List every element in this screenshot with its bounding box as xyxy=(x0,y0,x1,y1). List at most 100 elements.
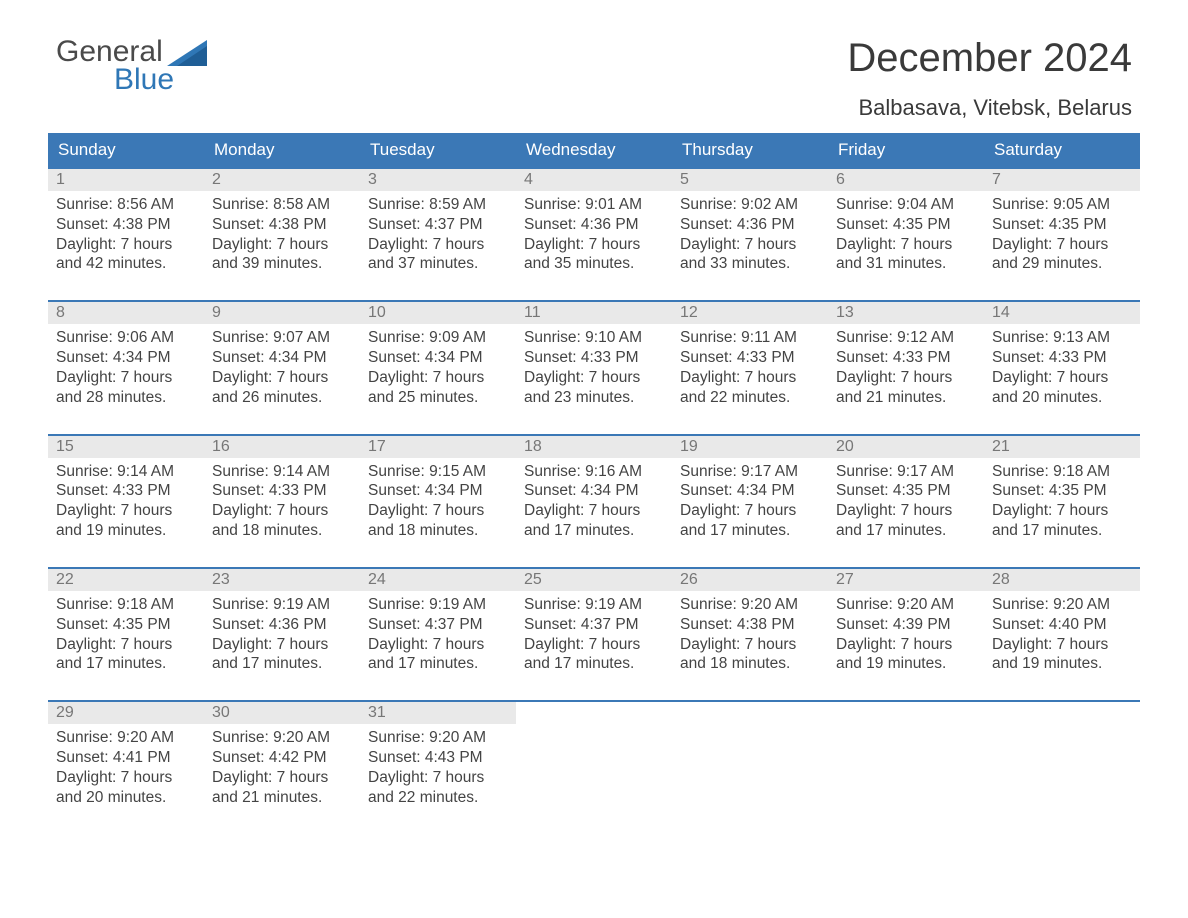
day-number: 9 xyxy=(204,302,360,324)
sunrise-line: Sunrise: 9:02 AM xyxy=(680,195,820,215)
sunrise-line: Sunrise: 9:20 AM xyxy=(368,728,508,748)
col-tuesday: Tuesday xyxy=(360,133,516,167)
day-cell: 11Sunrise: 9:10 AMSunset: 4:33 PMDayligh… xyxy=(516,300,672,415)
sunrise-line: Sunrise: 8:58 AM xyxy=(212,195,352,215)
day-number: 19 xyxy=(672,436,828,458)
daylight-line-2: and 20 minutes. xyxy=(992,388,1132,408)
day-cell xyxy=(672,700,828,815)
sunrise-line: Sunrise: 9:13 AM xyxy=(992,328,1132,348)
day-details: Sunrise: 9:13 AMSunset: 4:33 PMDaylight:… xyxy=(984,324,1140,415)
day-number: 13 xyxy=(828,302,984,324)
sunrise-line: Sunrise: 9:20 AM xyxy=(212,728,352,748)
daylight-line-1: Daylight: 7 hours xyxy=(680,235,820,255)
daylight-line-1: Daylight: 7 hours xyxy=(836,368,976,388)
calendar-body: 1Sunrise: 8:56 AMSunset: 4:38 PMDaylight… xyxy=(48,167,1140,816)
sunset-line: Sunset: 4:34 PM xyxy=(524,481,664,501)
daylight-line-2: and 22 minutes. xyxy=(368,788,508,808)
day-details: Sunrise: 9:10 AMSunset: 4:33 PMDaylight:… xyxy=(516,324,672,415)
day-number: 31 xyxy=(360,702,516,724)
sunset-line: Sunset: 4:33 PM xyxy=(680,348,820,368)
day-cell: 27Sunrise: 9:20 AMSunset: 4:39 PMDayligh… xyxy=(828,567,984,682)
day-details: Sunrise: 9:19 AMSunset: 4:36 PMDaylight:… xyxy=(204,591,360,682)
flag-icon xyxy=(167,40,207,66)
day-cell: 21Sunrise: 9:18 AMSunset: 4:35 PMDayligh… xyxy=(984,434,1140,549)
col-saturday: Saturday xyxy=(984,133,1140,167)
day-number: 8 xyxy=(48,302,204,324)
sunrise-line: Sunrise: 9:20 AM xyxy=(992,595,1132,615)
day-number: 26 xyxy=(672,569,828,591)
sunrise-line: Sunrise: 8:59 AM xyxy=(368,195,508,215)
daylight-line-2: and 42 minutes. xyxy=(56,254,196,274)
daylight-line-1: Daylight: 7 hours xyxy=(680,501,820,521)
day-cell: 30 Sunrise: 9:20 AMSunset: 4:42 PMDayligh… xyxy=(204,700,360,815)
day-cell xyxy=(828,700,984,815)
day-number: 14 xyxy=(984,302,1140,324)
daylight-line-2: and 17 minutes. xyxy=(368,654,508,674)
day-cell: 17Sunrise: 9:15 AMSunset: 4:34 PMDayligh… xyxy=(360,434,516,549)
daylight-line-1: Daylight: 7 hours xyxy=(680,635,820,655)
day-cell: 19Sunrise: 9:17 AMSunset: 4:34 PMDayligh… xyxy=(672,434,828,549)
sunset-line: Sunset: 4:37 PM xyxy=(524,615,664,635)
sunset-line: Sunset: 4:33 PM xyxy=(836,348,976,368)
day-details: Sunrise: 9:14 AMSunset: 4:33 PMDaylight:… xyxy=(204,458,360,549)
day-details: Sunrise: 9:20 AMSunset: 4:40 PMDaylight:… xyxy=(984,591,1140,682)
sunrise-line: Sunrise: 9:19 AM xyxy=(368,595,508,615)
day-number: 28 xyxy=(984,569,1140,591)
day-details: Sunrise: 8:56 AMSunset: 4:38 PMDaylight:… xyxy=(48,191,204,282)
col-friday: Friday xyxy=(828,133,984,167)
sunset-line: Sunset: 4:42 PM xyxy=(212,748,352,768)
page-header: General Blue December 2024 Balbasava, Vi… xyxy=(48,36,1140,121)
day-details: Sunrise: 8:59 AMSunset: 4:37 PMDaylight:… xyxy=(360,191,516,282)
day-number: 23 xyxy=(204,569,360,591)
day-number: 20 xyxy=(828,436,984,458)
title-block: December 2024 Balbasava, Vitebsk, Belaru… xyxy=(847,36,1132,121)
day-number: 3 xyxy=(360,169,516,191)
sunrise-line: Sunrise: 9:01 AM xyxy=(524,195,664,215)
week-row: 29Sunrise: 9:20 AMSunset: 4:41 PMDayligh… xyxy=(48,700,1140,815)
sunset-line: Sunset: 4:33 PM xyxy=(212,481,352,501)
daylight-line-2: and 25 minutes. xyxy=(368,388,508,408)
col-thursday: Thursday xyxy=(672,133,828,167)
daylight-line-2: and 18 minutes. xyxy=(212,521,352,541)
daylight-line-1: Daylight: 7 hours xyxy=(992,235,1132,255)
week-spacer xyxy=(48,682,1140,700)
week-row: 15Sunrise: 9:14 AMSunset: 4:33 PMDayligh… xyxy=(48,434,1140,549)
daylight-line-2: and 29 minutes. xyxy=(992,254,1132,274)
sunset-line: Sunset: 4:39 PM xyxy=(836,615,976,635)
day-cell: 1Sunrise: 8:56 AMSunset: 4:38 PMDaylight… xyxy=(48,167,204,282)
weekday-header-row: Sunday Monday Tuesday Wednesday Thursday… xyxy=(48,133,1140,167)
daylight-line-2: and 21 minutes. xyxy=(836,388,976,408)
sunrise-line: Sunrise: 9:17 AM xyxy=(836,462,976,482)
daylight-line-2: and 37 minutes. xyxy=(368,254,508,274)
daylight-line-2: and 19 minutes. xyxy=(992,654,1132,674)
day-number: 2 xyxy=(204,169,360,191)
day-cell: 10Sunrise: 9:09 AMSunset: 4:34 PMDayligh… xyxy=(360,300,516,415)
day-details: Sunrise: 9:02 AMSunset: 4:36 PMDaylight:… xyxy=(672,191,828,282)
daylight-line-1: Daylight: 7 hours xyxy=(680,368,820,388)
daylight-line-1: Daylight: 7 hours xyxy=(56,235,196,255)
sunrise-line: Sunrise: 9:18 AM xyxy=(992,462,1132,482)
day-details: Sunrise: 9:05 AMSunset: 4:35 PMDaylight:… xyxy=(984,191,1140,282)
day-cell: 29Sunrise: 9:20 AMSunset: 4:41 PMDayligh… xyxy=(48,700,204,815)
sunrise-line: Sunrise: 9:17 AM xyxy=(680,462,820,482)
day-cell: 7Sunrise: 9:05 AMSunset: 4:35 PMDaylight… xyxy=(984,167,1140,282)
day-number: 17 xyxy=(360,436,516,458)
daylight-line-1: Daylight: 7 hours xyxy=(992,368,1132,388)
day-number: 12 xyxy=(672,302,828,324)
daylight-line-1: Daylight: 7 hours xyxy=(212,768,352,788)
daylight-line-1: Daylight: 7 hours xyxy=(992,635,1132,655)
daylight-line-1: Daylight: 7 hours xyxy=(212,368,352,388)
day-cell: 26Sunrise: 9:20 AMSunset: 4:38 PMDayligh… xyxy=(672,567,828,682)
day-number: 30 xyxy=(204,702,360,724)
week-row: 1Sunrise: 8:56 AMSunset: 4:38 PMDaylight… xyxy=(48,167,1140,282)
day-details: Sunrise: 9:17 AMSunset: 4:35 PMDaylight:… xyxy=(828,458,984,549)
sunset-line: Sunset: 4:36 PM xyxy=(212,615,352,635)
day-cell: 16Sunrise: 9:14 AMSunset: 4:33 PMDayligh… xyxy=(204,434,360,549)
day-cell xyxy=(984,700,1140,815)
day-number: 25 xyxy=(516,569,672,591)
day-cell: 5Sunrise: 9:02 AMSunset: 4:36 PMDaylight… xyxy=(672,167,828,282)
daylight-line-2: and 28 minutes. xyxy=(56,388,196,408)
daylight-line-1: Daylight: 7 hours xyxy=(56,635,196,655)
day-cell: 15Sunrise: 9:14 AMSunset: 4:33 PMDayligh… xyxy=(48,434,204,549)
day-details: Sunrise: 9:19 AMSunset: 4:37 PMDaylight:… xyxy=(516,591,672,682)
